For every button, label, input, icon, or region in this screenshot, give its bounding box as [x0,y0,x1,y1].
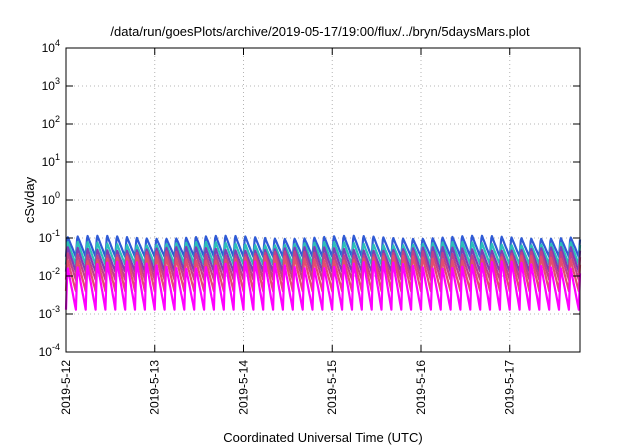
y-tick-base: 10 [39,231,53,245]
y-tick-base: 10 [42,193,56,207]
x-axis-label: Coordinated Universal Time (UTC) [223,430,422,445]
y-tick-exponent: 4 [55,38,60,48]
y-tick-base: 10 [42,155,56,169]
y-tick-label: 100 [42,190,60,207]
chart-title: /data/run/goesPlots/archive/2019-05-17/1… [110,24,530,39]
y-tick-base: 10 [39,345,53,359]
tick-marks [65,47,580,353]
y-tick-label: 104 [42,38,60,55]
x-tick-labels: 2019-5-12 2019-5-13 2019-5-14 2019-5-15 2019… [59,360,517,415]
y-tick-base: 10 [42,79,56,93]
x-tick-label: 2019-5-16 [414,360,428,415]
y-tick-exponent: -4 [52,342,60,352]
y-tick-label: 10-3 [39,304,60,321]
x-tick-label: 2019-5-12 [59,360,73,415]
y-axis-label: cSv/day [22,176,37,223]
y-tick-exponent: 0 [55,190,60,200]
x-tick-label: 2019-5-15 [325,360,339,415]
y-tick-label: 102 [42,114,60,131]
y-tick-exponent: -1 [52,228,60,238]
series-layer [64,234,582,311]
y-tick-base: 10 [42,41,56,55]
x-tick-label: 2019-5-17 [503,360,517,415]
y-tick-exponent: 3 [55,76,60,86]
y-tick-label: 10-4 [39,342,60,359]
y-tick-label: 103 [42,76,60,93]
y-tick-label: 10-1 [39,228,60,245]
series-line [64,260,582,311]
y-tick-base: 10 [39,269,53,283]
y-tick-label: 10-2 [39,266,60,283]
x-tick-label: 2019-5-13 [148,360,162,415]
y-tick-base: 10 [42,117,56,131]
y-tick-exponent: -2 [52,266,60,276]
y-tick-base: 10 [39,307,53,321]
x-tick-label: 2019-5-14 [236,360,250,415]
y-tick-exponent: 2 [55,114,60,124]
y-tick-exponent: -3 [52,304,60,314]
y-tick-label: 101 [42,152,60,169]
y-tick-exponent: 1 [55,152,60,162]
